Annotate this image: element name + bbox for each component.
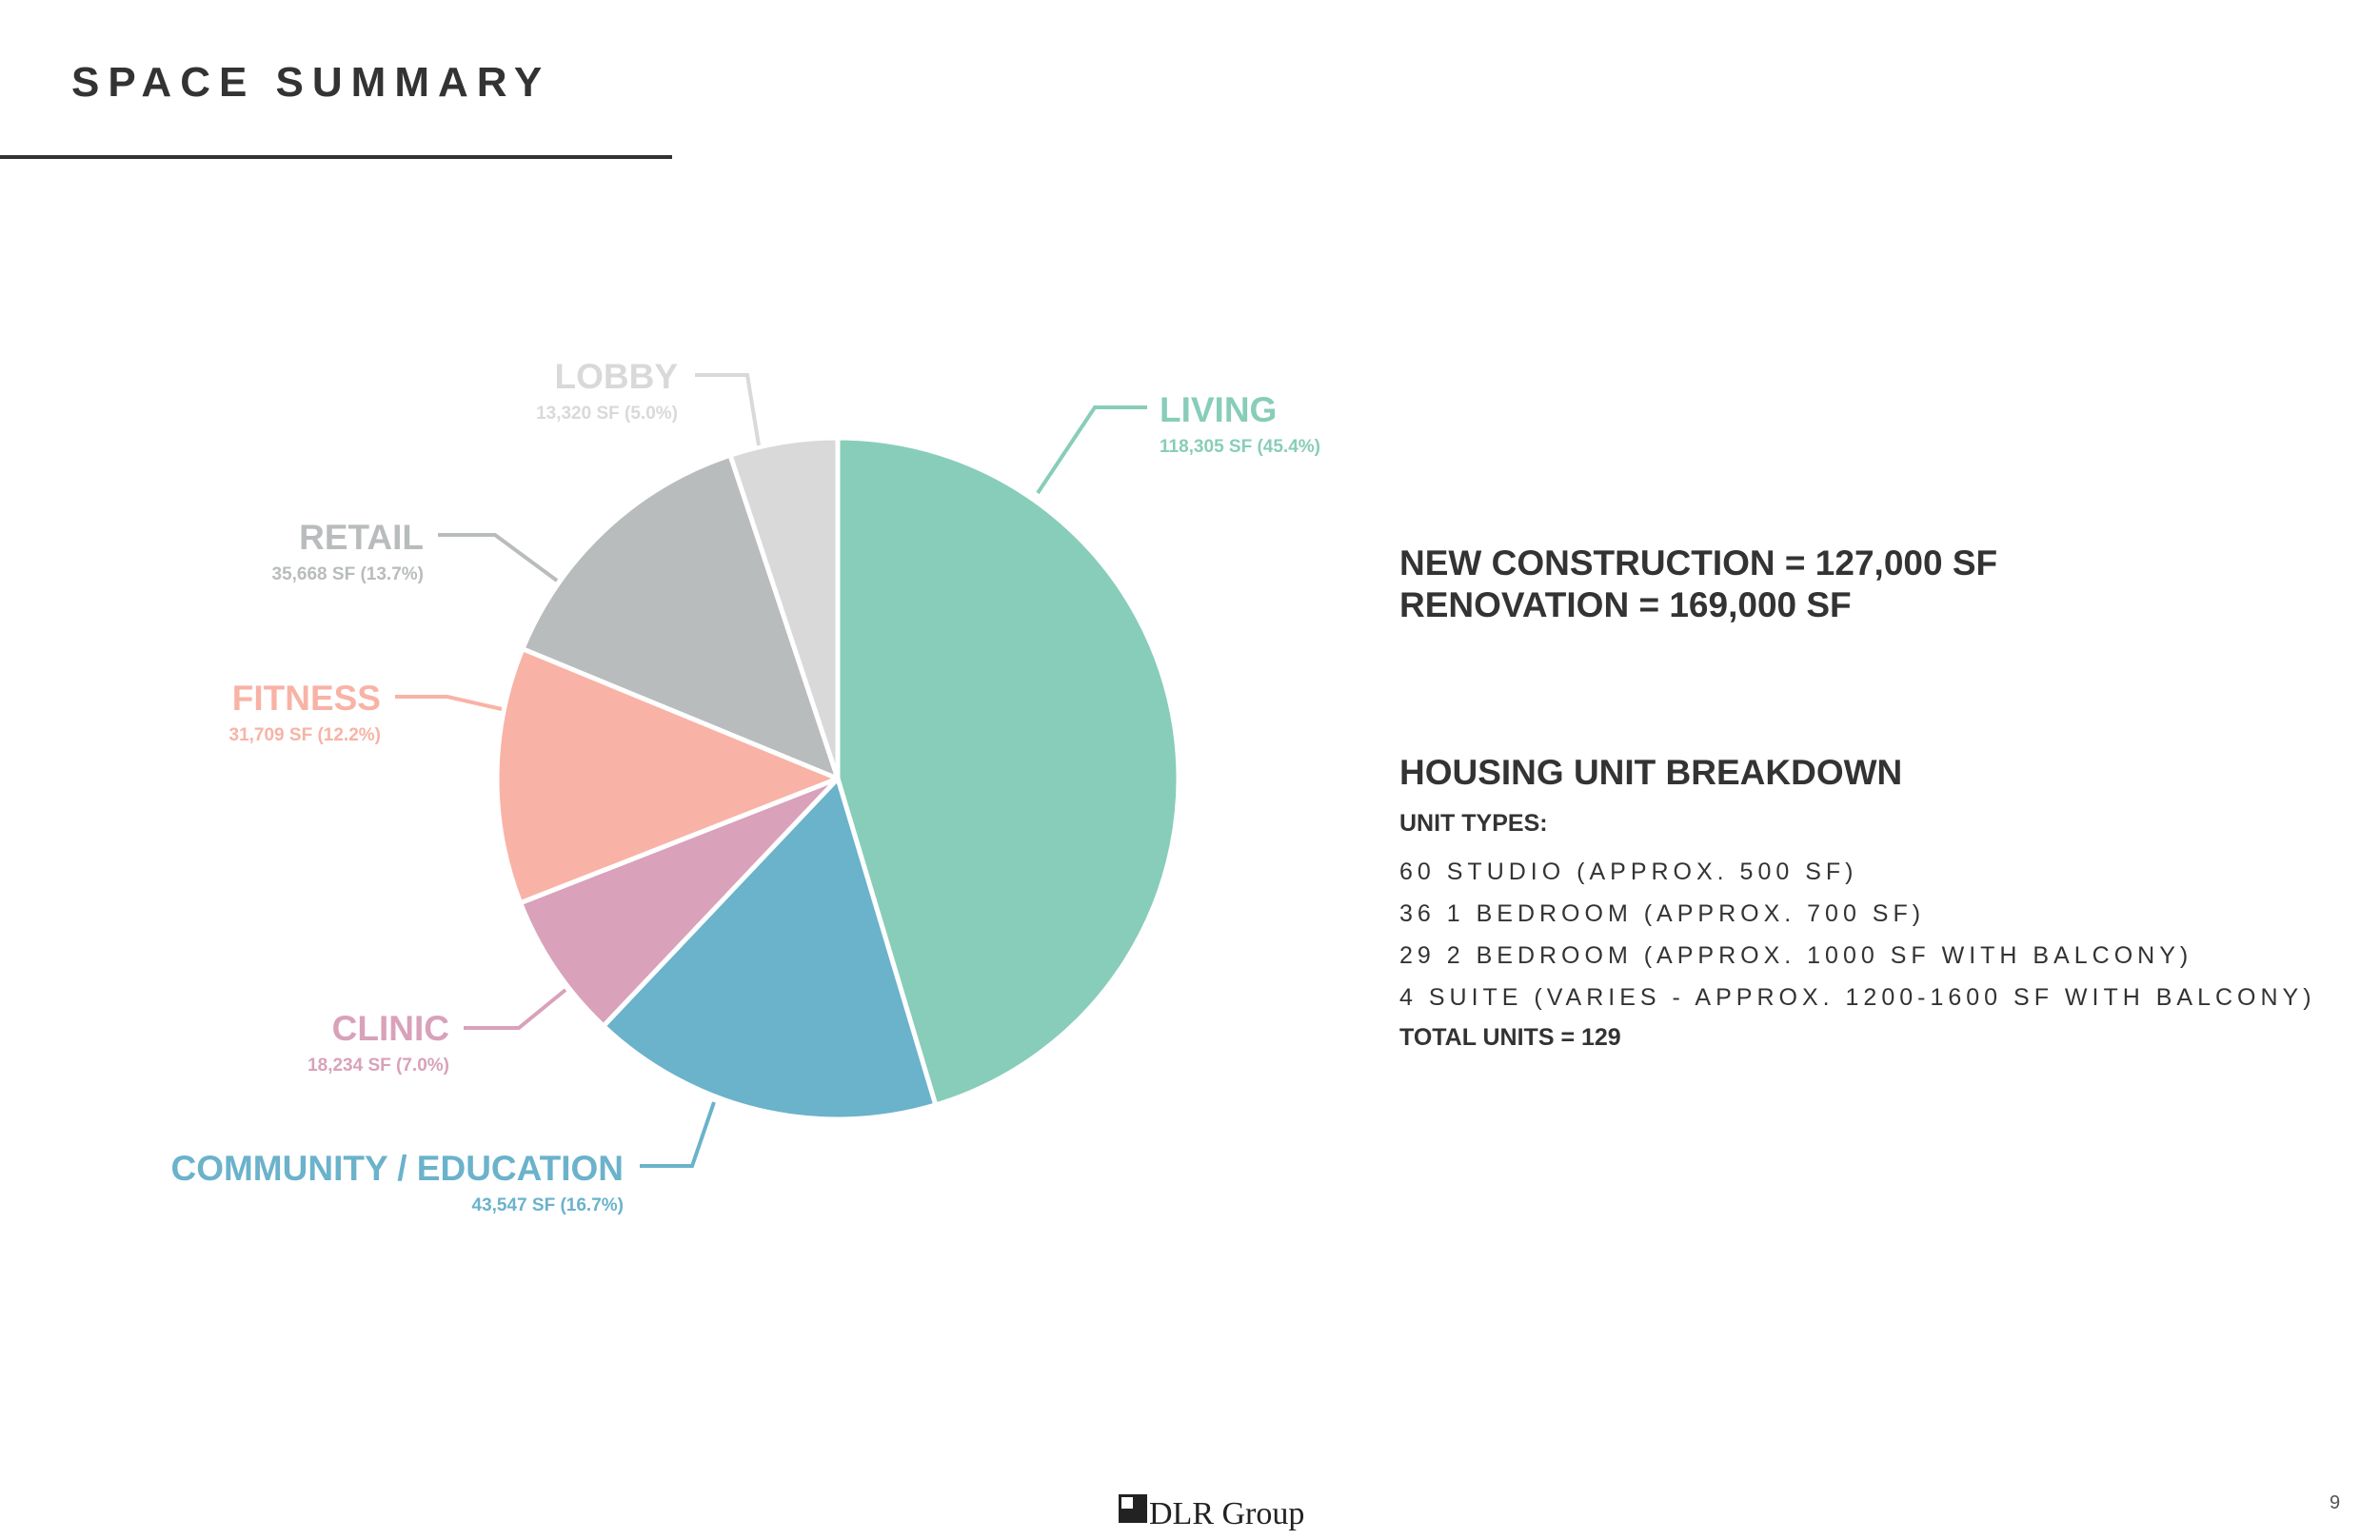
slice-label: COMMUNITY / EDUCATION (170, 1149, 624, 1188)
pie-slice-clinic (518, 776, 841, 1029)
pie-slice-community-education (601, 776, 939, 1122)
slice-value-label: 18,234 SF (7.0%) (307, 1056, 449, 1076)
slice-label: RETAIL (299, 518, 424, 557)
leader-line (438, 533, 559, 582)
dlr-group-logo: DLR Group (1119, 1494, 1304, 1530)
slice-value-label: 43,547 SF (16.7%) (472, 1195, 624, 1215)
slice-label: CLINIC (332, 1009, 449, 1048)
unit-item: 60 STUDIO (APPROX. 500 SF) (1399, 859, 1858, 885)
page-title: SPACE SUMMARY (71, 59, 551, 106)
leader-line (1036, 405, 1147, 495)
pie-slice-living (835, 435, 1181, 1108)
slice-label: LIVING (1160, 390, 1277, 429)
logo-mark-icon (1119, 1494, 1147, 1523)
logo-text: DLR Group (1149, 1496, 1305, 1531)
housing-breakdown: HOUSING UNIT BREAKDOWN UNIT TYPES: 60 ST… (1399, 752, 2316, 1056)
leader-line (695, 373, 761, 446)
unit-item: 4 SUITE (VARIES - APPROX. 1200-1600 SF W… (1399, 984, 2316, 1011)
title-underline (0, 155, 672, 159)
unit-list: 60 STUDIO (APPROX. 500 SF) 36 1 BEDROOM … (1399, 851, 2316, 1018)
space-pie-chart: LIVING 118,305 SF (45.4%) COMMUNITY / EDUC… (170, 357, 1320, 1215)
pie-slice-retail (520, 452, 841, 781)
slice-label: FITNESS (232, 679, 381, 718)
unit-item: 29 2 BEDROOM (APPROX. 1000 SF WITH BALCO… (1399, 942, 2193, 969)
housing-title: HOUSING UNIT BREAKDOWN (1399, 753, 1903, 792)
construction-summary: NEW CONSTRUCTION = 127,000 SF RENOVATION… (1399, 543, 1997, 626)
unit-types-label: UNIT TYPES: (1399, 810, 1548, 837)
leader-line (395, 695, 503, 711)
new-construction-text: NEW CONSTRUCTION = 127,000 SF (1399, 543, 1998, 582)
slice-value-label: 31,709 SF (12.2%) (229, 725, 381, 745)
slice-value-label: 13,320 SF (5.0%) (536, 404, 678, 424)
renovation-text: RENOVATION = 169,000 SF (1399, 585, 1852, 624)
pie-slice-lobby (727, 435, 841, 781)
slice-value-label: 35,668 SF (13.7%) (272, 564, 424, 584)
pie-slice-fitness (494, 646, 841, 906)
leader-line (464, 988, 567, 1030)
total-units: TOTAL UNITS = 129 (1399, 1024, 1621, 1051)
leader-line (640, 1101, 716, 1168)
unit-item: 36 1 BEDROOM (APPROX. 700 SF) (1399, 900, 1926, 927)
slice-label: LOBBY (555, 357, 679, 396)
page-number: 9 (2330, 1492, 2341, 1513)
slice-value-label: 118,305 SF (45.4%) (1160, 437, 1320, 457)
